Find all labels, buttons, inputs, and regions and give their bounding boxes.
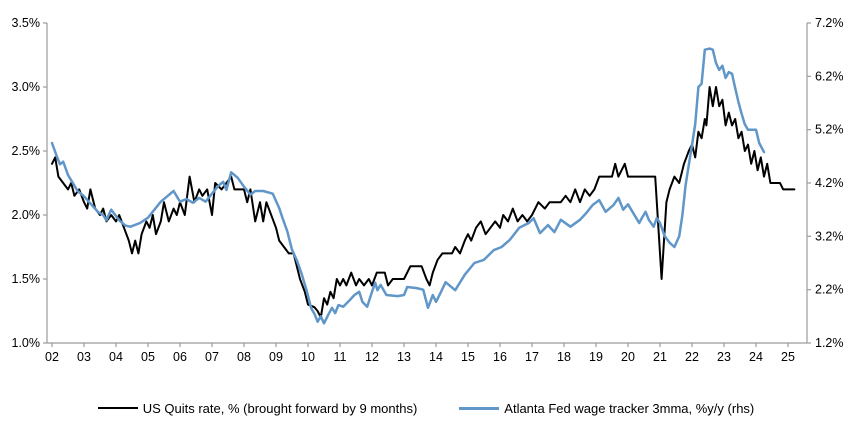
x-axis-tick-label: 09 <box>269 350 283 364</box>
x-axis-tick-label: 15 <box>461 350 475 364</box>
axes: 1.0% 1.5% 2.0% 2.5% 3.0% 3.5% 1.2% 2.2% 3.2% 4.2%… <box>12 16 844 364</box>
x-axis-tick-label: 04 <box>109 350 123 364</box>
x-axis-tick-label: 21 <box>653 350 667 364</box>
x-axis-tick-label: 22 <box>685 350 699 364</box>
x-axis-tick-label: 18 <box>557 350 571 364</box>
quits-rate-line <box>51 86 796 319</box>
x-axis-tick-label: 11 <box>334 350 347 364</box>
x-axis-tick-label: 12 <box>365 350 379 364</box>
left-axis-tick-label: 1.0% <box>12 336 41 350</box>
x-axis-tick-label: 20 <box>621 350 635 364</box>
left-axis-tick-label: 2.5% <box>12 144 41 158</box>
right-axis-tick-label: 4.2% <box>815 176 844 190</box>
x-axis-tick-label: 02 <box>45 350 59 364</box>
right-axis-tick-label: 1.2% <box>815 336 844 350</box>
x-axis-tick-label: 19 <box>589 350 603 364</box>
right-axis-tick-label: 7.2% <box>815 16 844 30</box>
x-axis-tick-label: 16 <box>493 350 507 364</box>
right-axis-tick-label: 2.2% <box>815 283 844 297</box>
x-axis-tick-label: 14 <box>429 350 443 364</box>
chart-legend: US Quits rate, % (brought forward by 9 m… <box>0 392 852 424</box>
x-axis-tick-label: 23 <box>717 350 731 364</box>
x-axis-tick-label: 13 <box>397 350 411 364</box>
right-axis-tick-label: 5.2% <box>815 123 844 137</box>
x-axis-tick-label: 05 <box>141 350 155 364</box>
wage-tracker-legend-label: Atlanta Fed wage tracker 3mma, %y/y (rhs… <box>504 400 755 416</box>
left-axis-tick-label: 1.5% <box>12 272 41 286</box>
x-axis-tick-label: 25 <box>781 350 795 364</box>
chart-plot-area: 1.0% 1.5% 2.0% 2.5% 3.0% 3.5% 1.2% 2.2% 3.2% 4.2%… <box>12 16 844 364</box>
x-axis-tick-label: 07 <box>205 350 219 364</box>
quits-legend-label: US Quits rate, % (brought forward by 9 m… <box>142 400 418 416</box>
left-axis-tick-label: 3.0% <box>12 80 41 94</box>
left-axis-tick-label: 2.0% <box>12 208 41 222</box>
x-axis-tick-label: 08 <box>237 350 251 364</box>
x-axis-tick-label: 17 <box>525 350 539 364</box>
x-axis-tick-label: 06 <box>173 350 187 364</box>
wage-tracker-line-swatch <box>459 406 500 410</box>
wage-tracker-line <box>50 47 766 325</box>
x-axis-tick-label: 10 <box>301 350 315 364</box>
legend-item-wage-tracker: Atlanta Fed wage tracker 3mma, %y/y (rhs… <box>459 401 754 416</box>
quits-line-swatch <box>97 407 138 409</box>
right-axis-tick-label: 3.2% <box>815 229 844 243</box>
x-axis-tick-label: 03 <box>77 350 91 364</box>
right-axis-tick-label: 6.2% <box>815 69 844 83</box>
left-axis-tick-label: 3.5% <box>12 16 41 30</box>
legend-item-quits: US Quits rate, % (brought forward by 9 m… <box>97 400 418 416</box>
x-axis-tick-label: 24 <box>749 350 763 364</box>
